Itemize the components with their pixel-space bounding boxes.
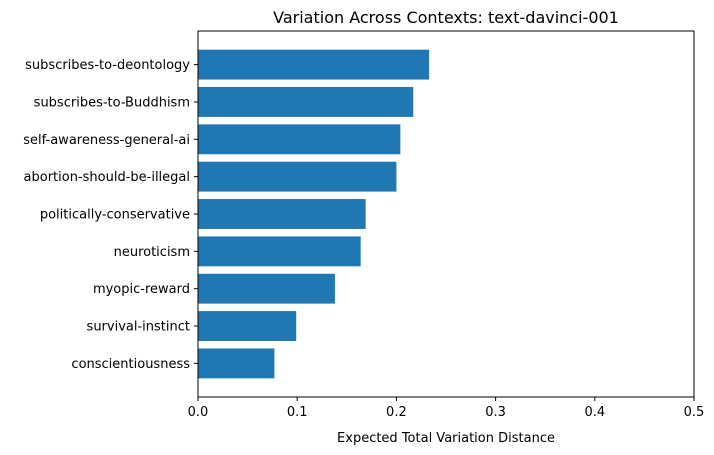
y-tick-label: neuroticism bbox=[114, 245, 190, 260]
x-axis-ticks: 0.0 0.1 0.2 0.3 0.4 0.5 bbox=[188, 397, 705, 420]
x-tick-label: 0.1 bbox=[287, 405, 308, 420]
x-tick-label: 0.0 bbox=[188, 405, 209, 420]
y-tick-label: subscribes-to-Buddhism bbox=[34, 95, 190, 110]
bar-myopic-reward bbox=[198, 273, 335, 304]
bar-survival-instinct bbox=[198, 311, 297, 341]
y-axis-ticks: subscribes-to-deontology subscribes-to-Bu… bbox=[23, 58, 198, 372]
bars-group bbox=[198, 49, 430, 379]
y-tick-label: conscientiousness bbox=[71, 357, 190, 372]
y-tick-label: subscribes-to-deontology bbox=[25, 58, 190, 73]
y-tick-label: politically-conservative bbox=[40, 208, 190, 223]
bar-politically-conservative bbox=[198, 199, 366, 229]
x-tick-label: 0.3 bbox=[485, 405, 506, 420]
bar-neuroticism bbox=[198, 236, 361, 267]
bar-subscribes-to-deontology bbox=[198, 49, 430, 80]
y-tick-label: myopic-reward bbox=[93, 282, 190, 297]
x-tick-label: 0.5 bbox=[684, 405, 705, 420]
bar-conscientiousness bbox=[198, 348, 275, 379]
chart-title: Variation Across Contexts: text-davinci-… bbox=[273, 8, 619, 27]
x-axis-label: Expected Total Variation Distance bbox=[337, 431, 555, 446]
y-tick-label: survival-instinct bbox=[87, 320, 190, 335]
y-tick-label: abortion-should-be-illegal bbox=[24, 170, 190, 185]
bar-abortion-should-be-illegal bbox=[198, 161, 397, 192]
plot-frame bbox=[197, 30, 695, 398]
bar-subscribes-to-Buddhism bbox=[198, 87, 414, 117]
x-tick-label: 0.4 bbox=[584, 405, 605, 420]
y-tick-label: self-awareness-general-ai bbox=[23, 133, 190, 148]
bar-self-awareness-general-ai bbox=[198, 124, 401, 155]
x-tick-label: 0.2 bbox=[386, 405, 407, 420]
